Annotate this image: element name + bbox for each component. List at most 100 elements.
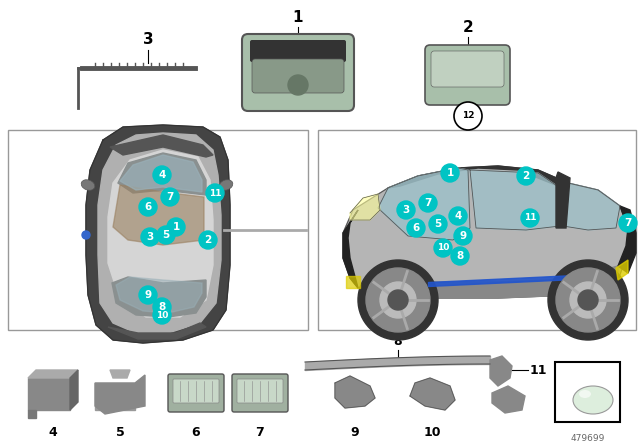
Polygon shape	[378, 168, 470, 240]
Circle shape	[139, 198, 157, 216]
Circle shape	[380, 282, 416, 318]
Polygon shape	[70, 370, 78, 410]
Polygon shape	[110, 135, 213, 157]
Circle shape	[161, 188, 179, 206]
Polygon shape	[492, 386, 525, 413]
Text: 4: 4	[158, 170, 166, 180]
Text: 2: 2	[463, 21, 474, 35]
Text: 3: 3	[403, 205, 410, 215]
Polygon shape	[490, 356, 512, 386]
Text: 3: 3	[143, 33, 154, 47]
FancyBboxPatch shape	[242, 34, 354, 111]
Circle shape	[153, 166, 171, 184]
Circle shape	[454, 227, 472, 245]
Circle shape	[441, 164, 459, 182]
Polygon shape	[98, 133, 221, 333]
Text: 7: 7	[166, 192, 173, 202]
FancyBboxPatch shape	[168, 374, 224, 412]
Text: 1: 1	[292, 10, 303, 26]
Circle shape	[141, 228, 159, 246]
Text: 7: 7	[624, 218, 632, 228]
Polygon shape	[28, 370, 78, 378]
Polygon shape	[616, 260, 628, 280]
Polygon shape	[388, 166, 568, 188]
Text: 11: 11	[524, 214, 536, 223]
Text: 12: 12	[559, 372, 575, 382]
FancyBboxPatch shape	[431, 51, 504, 87]
Circle shape	[157, 226, 175, 244]
Text: 2: 2	[522, 171, 530, 181]
Polygon shape	[343, 210, 358, 288]
Circle shape	[454, 102, 482, 130]
Text: 10: 10	[156, 310, 168, 319]
Circle shape	[153, 298, 171, 316]
Polygon shape	[110, 370, 130, 378]
Text: 6: 6	[412, 223, 420, 233]
Circle shape	[388, 290, 408, 310]
Text: 1: 1	[446, 168, 454, 178]
Circle shape	[419, 194, 437, 212]
Text: 7: 7	[255, 426, 264, 439]
Text: 11: 11	[209, 189, 221, 198]
Polygon shape	[118, 153, 206, 195]
Polygon shape	[563, 183, 620, 230]
Circle shape	[397, 201, 415, 219]
Polygon shape	[556, 172, 570, 228]
Polygon shape	[113, 185, 204, 245]
Polygon shape	[350, 194, 380, 220]
Circle shape	[139, 286, 157, 304]
Polygon shape	[112, 277, 206, 317]
Polygon shape	[343, 166, 628, 298]
Text: 8: 8	[158, 302, 166, 312]
Circle shape	[206, 184, 224, 202]
Text: 9: 9	[460, 231, 467, 241]
Ellipse shape	[579, 390, 591, 398]
Circle shape	[199, 231, 217, 249]
Polygon shape	[116, 277, 202, 313]
Circle shape	[358, 260, 438, 340]
Text: 6: 6	[192, 426, 200, 439]
Polygon shape	[28, 378, 70, 410]
Circle shape	[578, 290, 598, 310]
Text: 6: 6	[145, 202, 152, 212]
FancyBboxPatch shape	[232, 374, 288, 412]
Polygon shape	[120, 155, 202, 192]
Polygon shape	[335, 376, 375, 408]
Polygon shape	[108, 150, 213, 317]
Text: 9: 9	[351, 426, 359, 439]
Text: 5: 5	[435, 219, 442, 229]
Text: 7: 7	[424, 198, 432, 208]
Ellipse shape	[573, 386, 613, 414]
Circle shape	[521, 209, 539, 227]
Circle shape	[570, 282, 606, 318]
Circle shape	[167, 218, 185, 236]
Text: 12: 12	[461, 112, 474, 121]
Polygon shape	[410, 378, 455, 410]
Text: 5: 5	[116, 426, 124, 439]
Polygon shape	[95, 375, 145, 414]
FancyBboxPatch shape	[250, 40, 346, 62]
FancyBboxPatch shape	[555, 362, 620, 422]
Polygon shape	[86, 125, 230, 343]
Text: 10: 10	[423, 426, 441, 439]
Polygon shape	[470, 170, 563, 230]
Polygon shape	[95, 383, 135, 410]
Text: 8: 8	[394, 335, 403, 348]
Circle shape	[451, 247, 469, 265]
Ellipse shape	[220, 180, 233, 190]
Circle shape	[449, 207, 467, 225]
Circle shape	[517, 167, 535, 185]
Circle shape	[619, 214, 637, 232]
Circle shape	[366, 268, 430, 332]
FancyBboxPatch shape	[8, 130, 308, 330]
Circle shape	[82, 231, 90, 239]
Ellipse shape	[81, 180, 95, 190]
Text: 4: 4	[49, 426, 58, 439]
Circle shape	[556, 268, 620, 332]
FancyBboxPatch shape	[173, 379, 219, 403]
Circle shape	[288, 75, 308, 95]
Polygon shape	[346, 276, 360, 288]
Polygon shape	[28, 410, 36, 418]
Text: 3: 3	[147, 232, 154, 242]
Circle shape	[153, 306, 171, 324]
